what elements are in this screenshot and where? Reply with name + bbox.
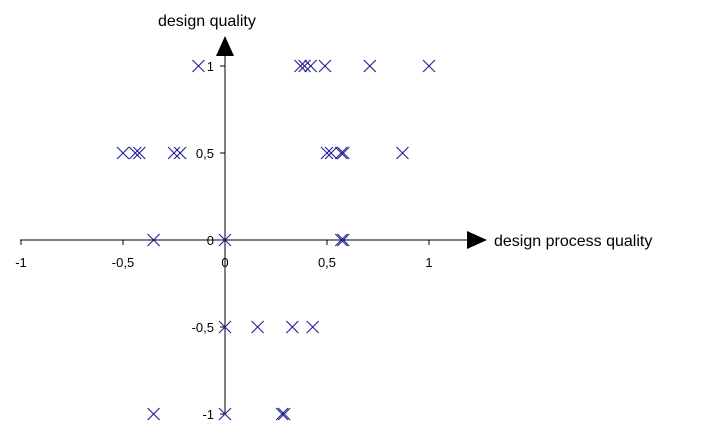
data-point: [173, 146, 187, 160]
y-tick-label: -0,5: [192, 320, 214, 335]
data-point: [167, 146, 181, 160]
data-point: [251, 320, 265, 334]
data-point: [192, 59, 205, 73]
data-point: [324, 146, 338, 160]
y-tick-label: 1: [207, 59, 214, 74]
tick-labels: -1 -0,5 0 0,5 1 1 0,5 0 -0,5 -1: [15, 59, 432, 421]
y-tick-label: 0: [207, 233, 214, 248]
data-point: [298, 59, 311, 73]
x-tick-label: 1: [425, 255, 432, 270]
data-point: [334, 146, 348, 160]
data-points: [116, 59, 436, 421]
data-point: [306, 320, 320, 334]
data-point: [320, 146, 334, 160]
data-point: [275, 407, 289, 421]
data-point: [147, 407, 160, 421]
data-point: [128, 146, 142, 160]
x-tick-label: -0,5: [112, 255, 134, 270]
axes: [20, 36, 487, 413]
data-point: [334, 233, 348, 247]
data-point: [318, 59, 332, 73]
data-point: [336, 146, 350, 160]
data-point: [277, 407, 291, 421]
data-point: [285, 320, 299, 334]
ticks: [20, 65, 430, 415]
data-point: [132, 146, 146, 160]
data-point: [336, 233, 350, 247]
data-point: [422, 59, 436, 73]
x-tick-label: -1: [15, 255, 27, 270]
x-axis-arrow: [467, 231, 487, 249]
data-point: [294, 59, 307, 73]
data-point: [304, 59, 318, 73]
data-point: [363, 59, 377, 73]
y-axis-title: design quality: [158, 13, 256, 30]
x-tick-label: 0: [221, 255, 228, 270]
data-point: [396, 146, 409, 160]
y-axis-arrow: [216, 36, 234, 56]
y-tick-label: 0,5: [196, 146, 214, 161]
data-point: [116, 146, 130, 160]
x-tick-label: 0,5: [318, 255, 336, 270]
data-point: [218, 407, 232, 421]
data-point: [218, 233, 232, 247]
y-tick-label: -1: [202, 407, 214, 421]
data-point: [218, 320, 232, 334]
data-point: [147, 233, 160, 247]
x-axis-title: design process quality: [494, 233, 652, 250]
